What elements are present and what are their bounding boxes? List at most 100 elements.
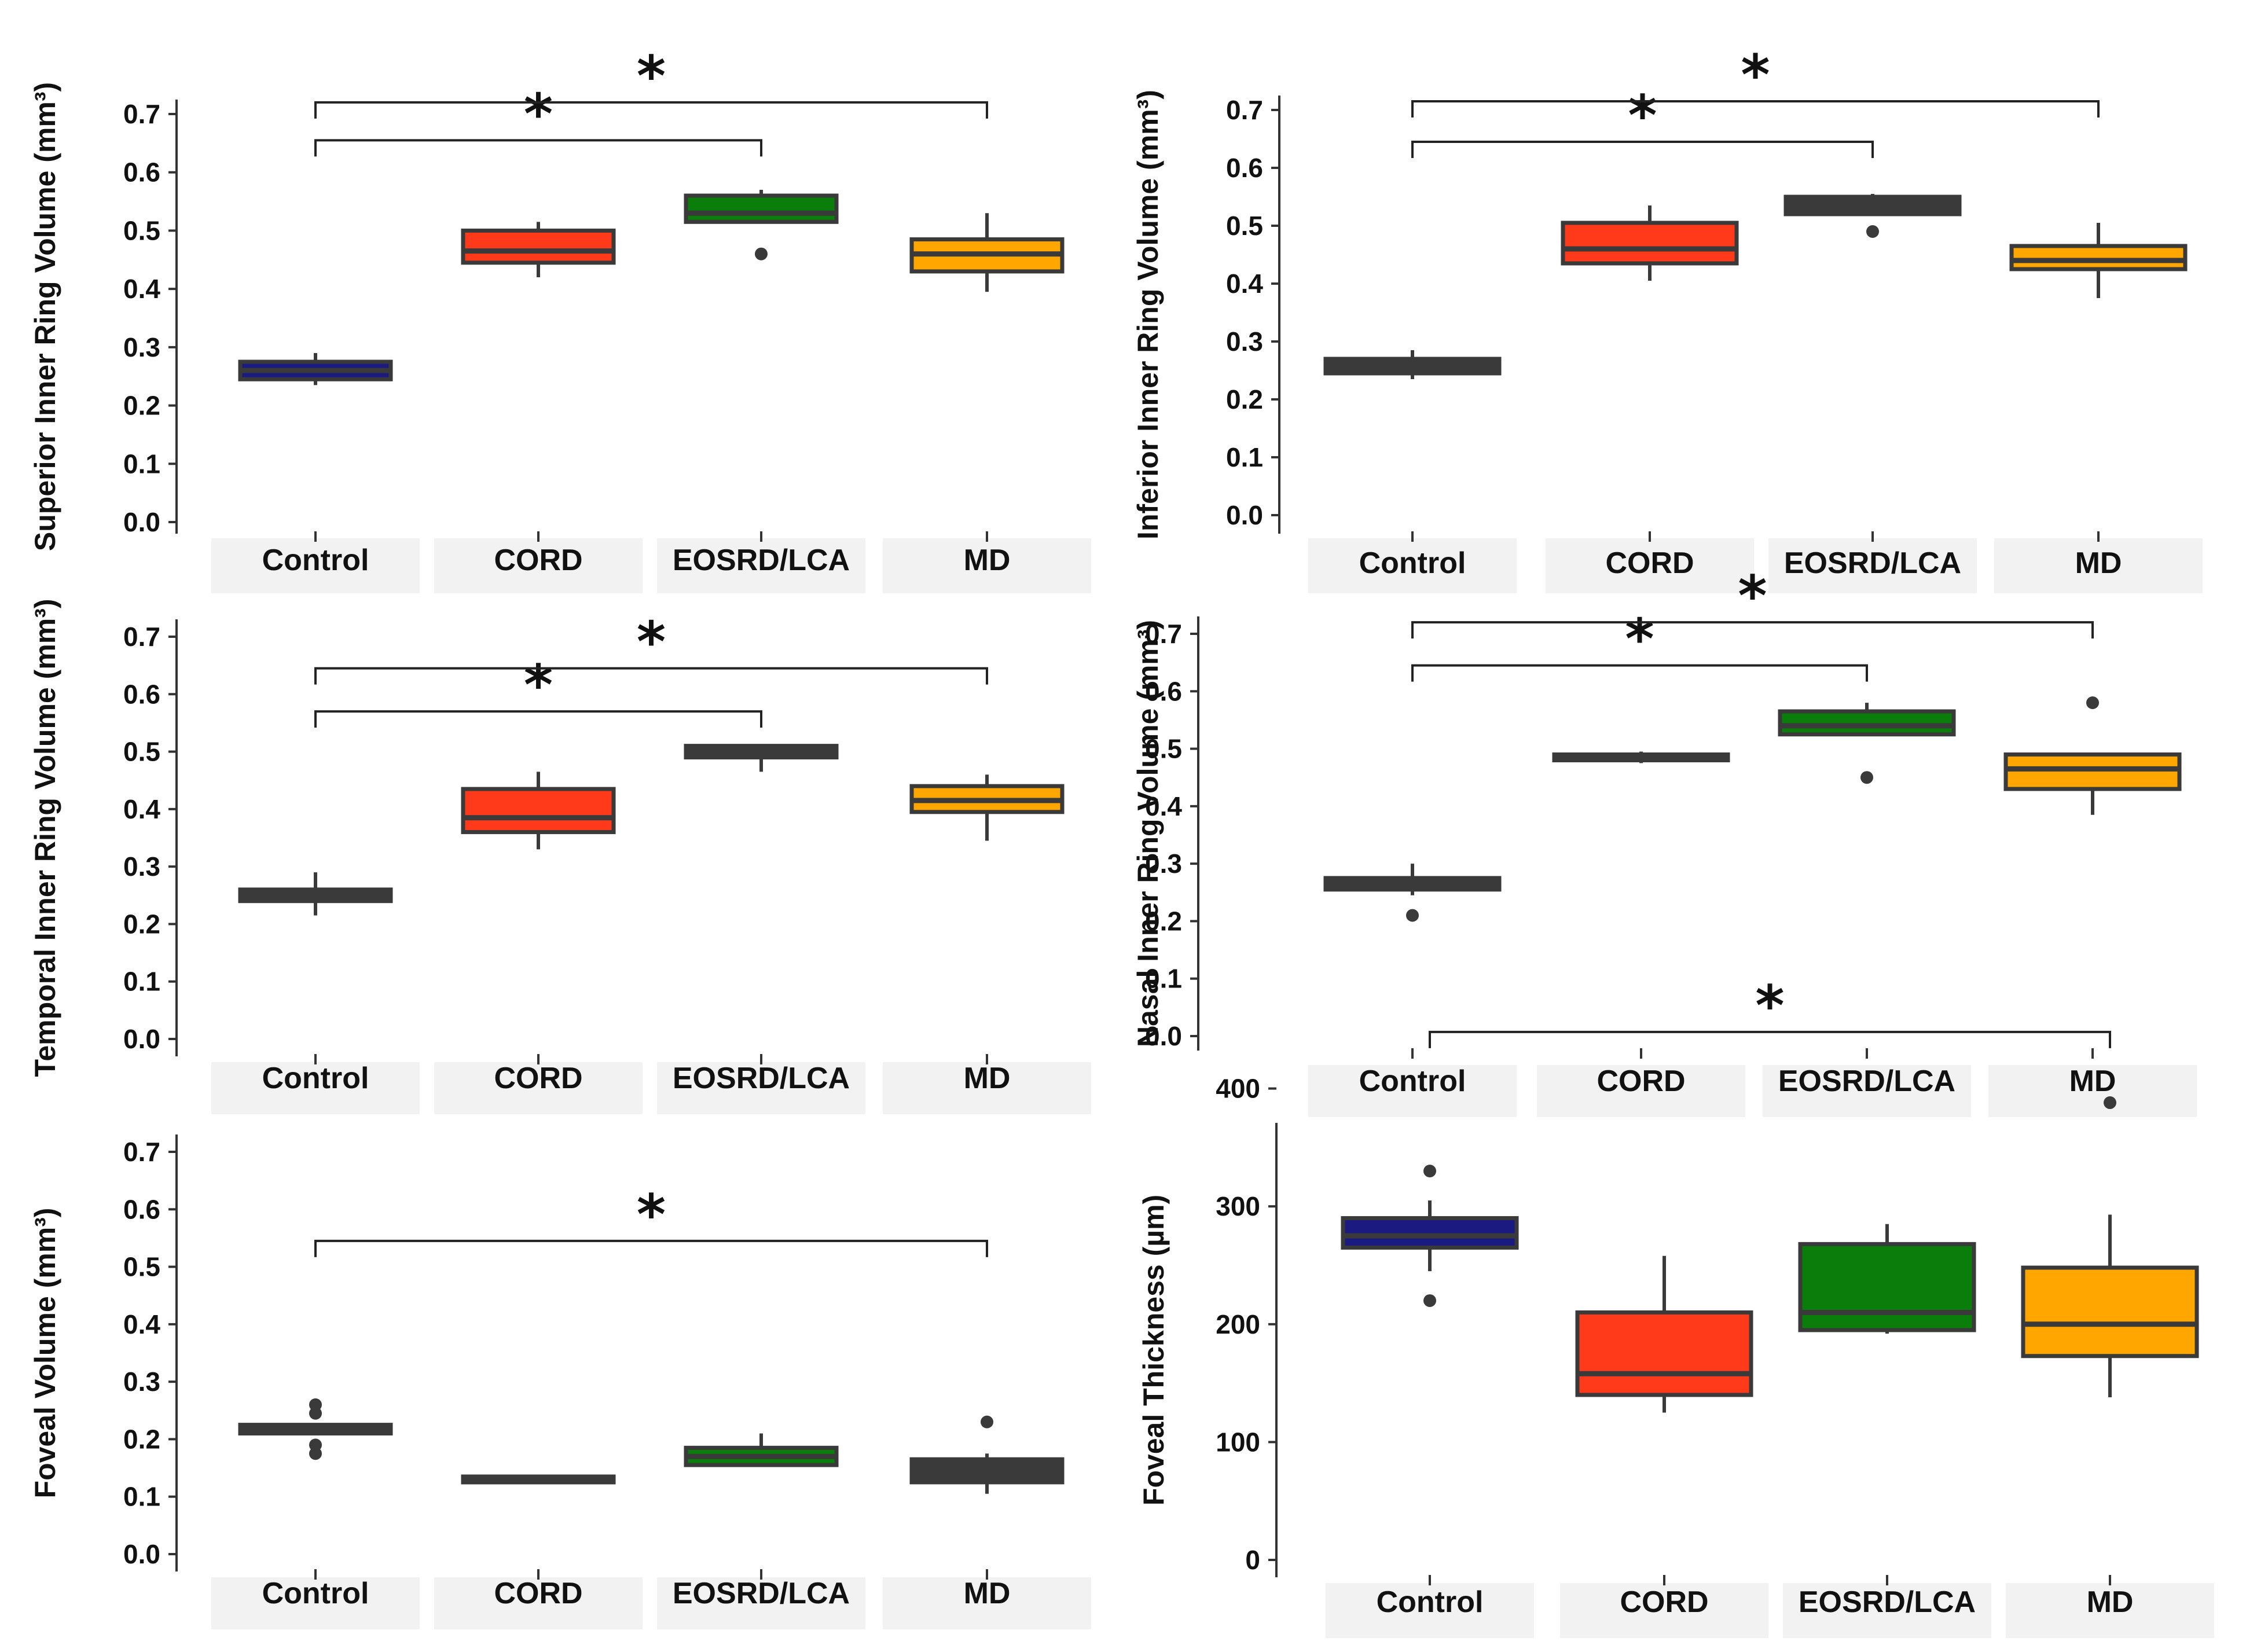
significance-bracket xyxy=(1429,1030,2111,1048)
box-cord xyxy=(1575,1255,1753,1413)
y-tick-label: 0.2 xyxy=(123,1424,160,1454)
box-body xyxy=(461,228,616,265)
y-tick-label: 0 xyxy=(1245,1545,1260,1575)
category-band xyxy=(657,538,865,593)
outlier-point xyxy=(1866,225,1879,238)
y-tick-label: 0.0 xyxy=(1145,1021,1182,1051)
category-band xyxy=(1768,538,1977,593)
box-cord xyxy=(1561,205,1739,281)
y-axis-label: Nasal Inner Ring Volume (mm³) xyxy=(1132,620,1164,1047)
significance-star: * xyxy=(637,1183,666,1247)
box-body xyxy=(2003,752,2182,791)
outlier-point xyxy=(981,1415,993,1429)
x-tick-label: MD xyxy=(2087,1585,2134,1619)
significance-bracket xyxy=(314,710,762,728)
box-control xyxy=(1323,350,1502,379)
y-tick-label: 0.6 xyxy=(123,1194,160,1224)
y-tick-label: 0.6 xyxy=(123,679,160,709)
x-tick-label: MD xyxy=(964,1577,1011,1610)
box-eosrd-lca xyxy=(684,744,839,772)
y-tick-label: 0.4 xyxy=(123,274,160,304)
x-tick-label: EOSRD/LCA xyxy=(673,1577,850,1610)
significance-star: * xyxy=(1738,564,1767,629)
y-tick-label: 300 xyxy=(1216,1191,1260,1221)
category-band xyxy=(434,538,643,593)
significance-bracket xyxy=(314,139,762,157)
y-tick-label: 0.5 xyxy=(123,215,160,245)
box-cord xyxy=(1552,751,1730,763)
box-eosrd-lca xyxy=(1778,703,1956,784)
category-band xyxy=(434,1577,643,1629)
outlier-point xyxy=(1406,909,1419,922)
x-tick-label: EOSRD/LCA xyxy=(1799,1585,1976,1619)
box-body xyxy=(2009,244,2188,271)
box-control xyxy=(238,1398,393,1460)
x-tick-label: Control xyxy=(1359,1064,1466,1098)
y-tick-label: 0.6 xyxy=(1145,676,1182,706)
category-band xyxy=(1988,1065,2197,1117)
category-band xyxy=(1546,538,1754,593)
box-md xyxy=(909,213,1065,292)
y-tick-label: 0.3 xyxy=(1145,849,1182,879)
y-tick-label: 0.1 xyxy=(123,1482,160,1512)
category-band xyxy=(657,1577,865,1629)
y-tick-label: 0.7 xyxy=(123,99,160,129)
significance-bracket xyxy=(1411,141,1874,158)
y-axis-label: Superior Inner Ring Volume (mm³) xyxy=(29,82,61,551)
significance-bracket xyxy=(314,667,988,685)
y-axis-label: Foveal Thickness (µm) xyxy=(1137,1195,1170,1506)
outlier-point xyxy=(2086,696,2099,710)
box-md xyxy=(909,774,1065,841)
y-tick-label: 0.1 xyxy=(123,967,160,997)
box-body xyxy=(1561,221,1739,266)
category-band xyxy=(1560,1583,1768,1638)
outlier-point xyxy=(309,1438,322,1452)
y-tick-label: 0.5 xyxy=(123,737,160,767)
y-tick-label: 0.6 xyxy=(1226,153,1263,183)
box-cord xyxy=(461,1474,616,1485)
y-tick-label: 0.1 xyxy=(123,449,160,479)
box-body xyxy=(1778,709,1956,737)
y-tick-label: 0.5 xyxy=(123,1252,160,1282)
x-tick-label: MD xyxy=(2069,1064,2116,1098)
x-tick-label: Control xyxy=(262,544,369,577)
y-tick-label: 0.0 xyxy=(123,1024,160,1054)
x-tick-label: CORD xyxy=(1597,1064,1685,1098)
significance-star: * xyxy=(1741,43,1770,108)
category-band xyxy=(1326,1583,1534,1638)
box-eosrd-lca xyxy=(684,1433,839,1467)
outlier-point xyxy=(1423,1294,1436,1308)
y-tick-label: 0.4 xyxy=(1145,791,1182,821)
y-tick-label: 0.7 xyxy=(1145,619,1182,649)
category-band xyxy=(1537,1065,1745,1117)
y-axis-label: Temporal Inner Ring Volume (mm³) xyxy=(29,599,61,1077)
x-tick-label: EOSRD/LCA xyxy=(673,544,850,577)
significance-bracket xyxy=(1411,621,2094,639)
chart-panel-foveal-thickness: 0 100 200 300 400 Control CORD EOSRD/LCA MD Fovea… xyxy=(1137,974,2214,1638)
box-body xyxy=(2021,1265,2199,1358)
y-tick-label: 0.2 xyxy=(123,391,160,421)
category-band xyxy=(211,1062,420,1114)
category-band xyxy=(211,538,420,593)
box-eosrd-lca xyxy=(1783,194,1962,238)
y-tick-label: 0.5 xyxy=(1145,734,1182,764)
y-tick-label: 0.2 xyxy=(123,909,160,939)
y-tick-label: 0.7 xyxy=(123,1137,160,1167)
x-tick-label: EOSRD/LCA xyxy=(1784,546,1961,580)
significance-star: * xyxy=(1755,974,1784,1038)
y-tick-label: 0.4 xyxy=(123,794,160,824)
category-band xyxy=(1783,1583,1991,1638)
box-eosrd-lca xyxy=(684,189,839,260)
box-cord xyxy=(461,222,616,277)
box-cord xyxy=(461,772,616,850)
x-tick-label: MD xyxy=(964,544,1011,577)
box-control xyxy=(238,352,393,385)
category-band xyxy=(657,1062,865,1114)
y-tick-label: 0.4 xyxy=(123,1309,160,1339)
box-md xyxy=(2009,223,2188,298)
outlier-point xyxy=(2104,1096,2116,1110)
y-tick-label: 0.2 xyxy=(1145,906,1182,936)
y-tick-label: 0.0 xyxy=(123,507,160,537)
x-tick-label: CORD xyxy=(494,544,582,577)
